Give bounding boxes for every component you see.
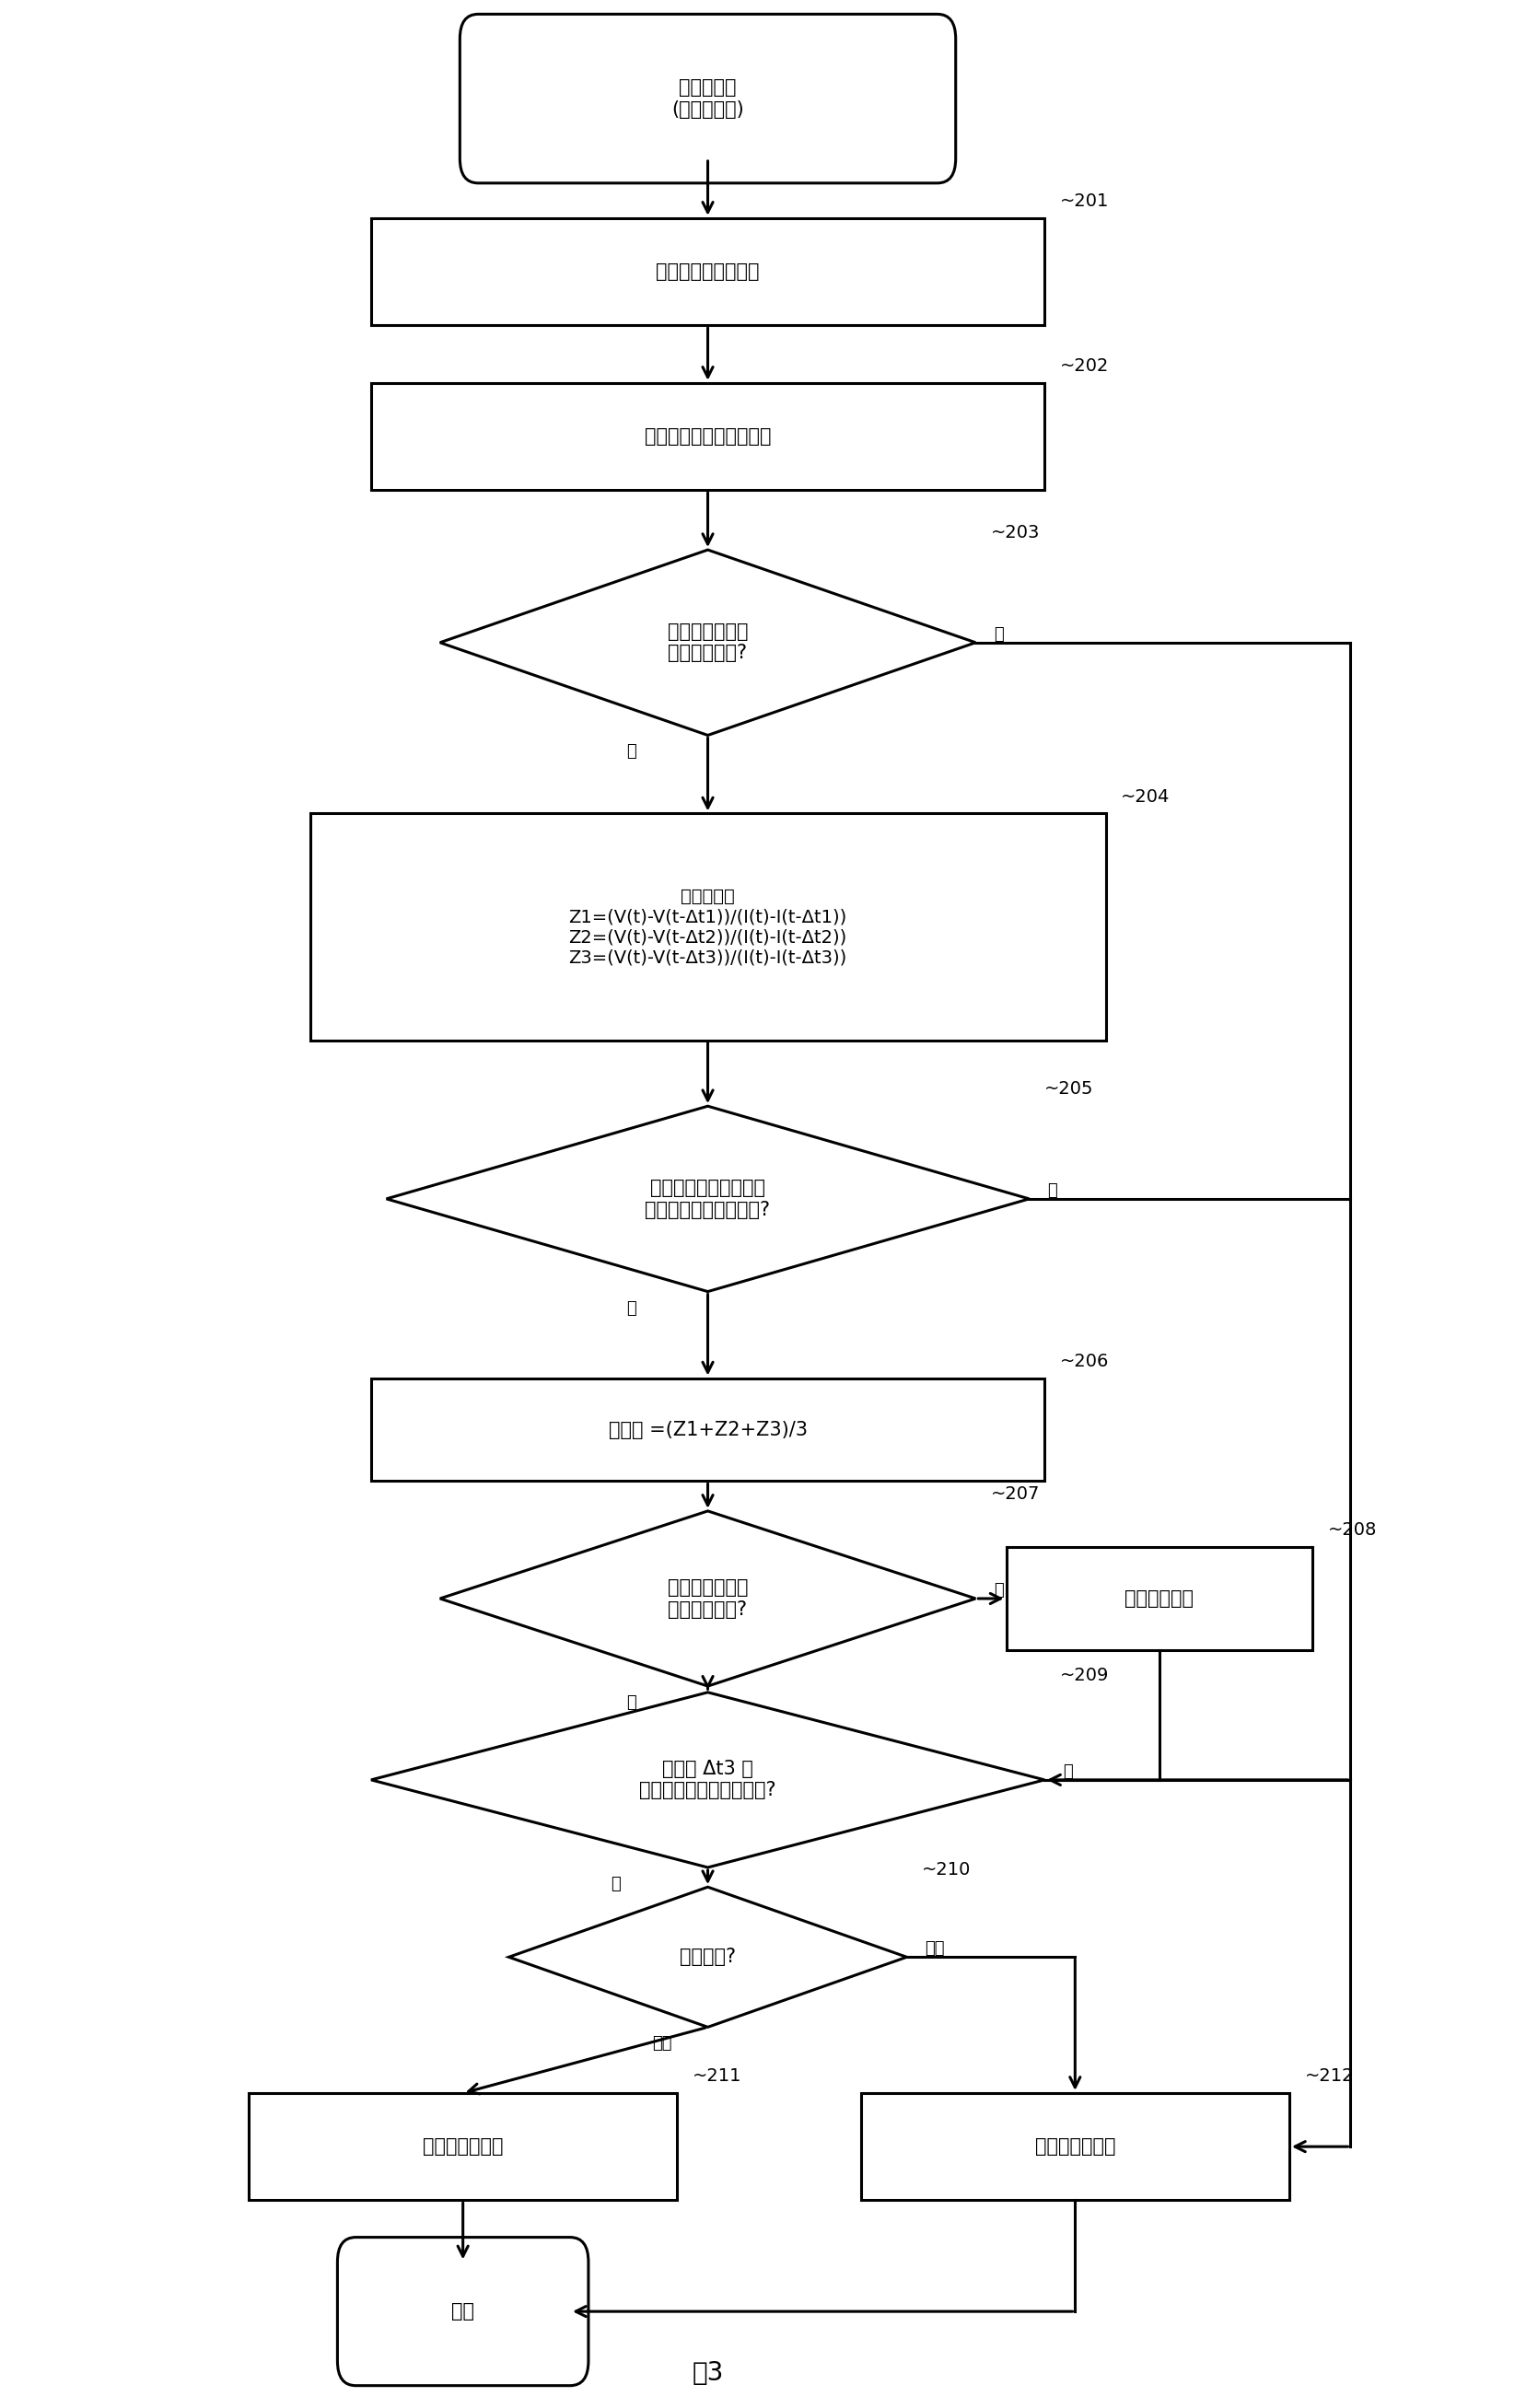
Text: 充电: 充电 [652, 2035, 672, 2052]
FancyBboxPatch shape [337, 2237, 589, 2386]
Text: ~204: ~204 [1121, 787, 1170, 804]
Text: 否: 否 [994, 1582, 1004, 1599]
Bar [249, 2093, 677, 2201]
Polygon shape [371, 1693, 1044, 1869]
Text: 所计算的値位于
特定范围内码?: 所计算的値位于 特定范围内码? [667, 1580, 747, 1618]
Text: ~211: ~211 [692, 2068, 741, 2085]
Text: ~210: ~210 [923, 1861, 970, 1878]
Text: ~212: ~212 [1304, 2068, 1353, 2085]
Text: 执行故障诊断: 执行故障诊断 [1124, 1589, 1193, 1609]
Text: ~205: ~205 [1044, 1081, 1094, 1098]
Text: 图3: 图3 [692, 2360, 723, 2386]
Text: 否: 否 [994, 626, 1004, 643]
Text: 在周期 Δt3 中
充电和放电电流都流过吗?: 在周期 Δt3 中 充电和放电电流都流过吗? [640, 1760, 777, 1799]
Text: ~202: ~202 [1060, 356, 1109, 376]
Text: ~208: ~208 [1327, 1522, 1377, 1539]
Bar [371, 383, 1044, 491]
Bar [1006, 1546, 1312, 1649]
Text: ~203: ~203 [990, 525, 1040, 542]
Text: 内阻抗 =(Z1+Z2+Z3)/3: 内阻抗 =(Z1+Z2+Z3)/3 [609, 1421, 807, 1440]
FancyBboxPatch shape [460, 14, 955, 183]
Polygon shape [440, 1510, 975, 1686]
Text: 是: 是 [626, 744, 637, 761]
Text: 电流方向?: 电流方向? [680, 1948, 737, 1967]
Text: 放电: 放电 [924, 1941, 944, 1958]
Text: 结束: 结束 [452, 2302, 474, 2321]
Polygon shape [440, 549, 975, 734]
Text: 电流变化等于或
大于预定値吗?: 电流变化等于或 大于预定値吗? [667, 624, 747, 662]
Text: 最大値和最小値之间的
差异落在预定范围内吗?: 最大値和最小値之间的 差异落在预定范围内吗? [644, 1180, 771, 1218]
Text: 获取电流值、电压值: 获取电流值、电压值 [657, 262, 760, 282]
Text: 内阻抗处理
Z1=(V(t)-V(t-Δt1))/(I(t)-I(t-Δt1))
Z2=(V(t)-V(t-Δt2))/(I(t)-I(t-Δt2))
Z3=(: 内阻抗处理 Z1=(V(t)-V(t-Δt1))/(I(t)-I(t-Δt1))… [569, 889, 847, 966]
Text: ~207: ~207 [990, 1486, 1040, 1503]
Text: ~209: ~209 [1060, 1666, 1109, 1683]
Polygon shape [386, 1105, 1029, 1291]
Text: 否: 否 [1047, 1182, 1058, 1199]
Text: ~206: ~206 [1060, 1353, 1109, 1370]
Polygon shape [509, 1888, 907, 2028]
Bar [861, 2093, 1289, 2201]
Text: ~201: ~201 [1060, 193, 1109, 209]
Bar [371, 219, 1044, 325]
Text: 平均充电内阻抗: 平均充电内阻抗 [423, 2138, 503, 2155]
Text: 是: 是 [626, 1300, 637, 1317]
Bar [309, 814, 1106, 1040]
Text: 平均放电内阻抗: 平均放电内阻抗 [1035, 2138, 1115, 2155]
Text: 计算电流变化、电压变化: 计算电流变化、电压变化 [644, 426, 771, 445]
Text: 是: 是 [1063, 1763, 1072, 1780]
Bar [371, 1377, 1044, 1481]
Text: 内阻抗处理
(周期性激活): 内阻抗处理 (周期性激活) [672, 79, 744, 118]
Text: 否: 否 [611, 1876, 621, 1893]
Text: 是: 是 [626, 1695, 637, 1712]
